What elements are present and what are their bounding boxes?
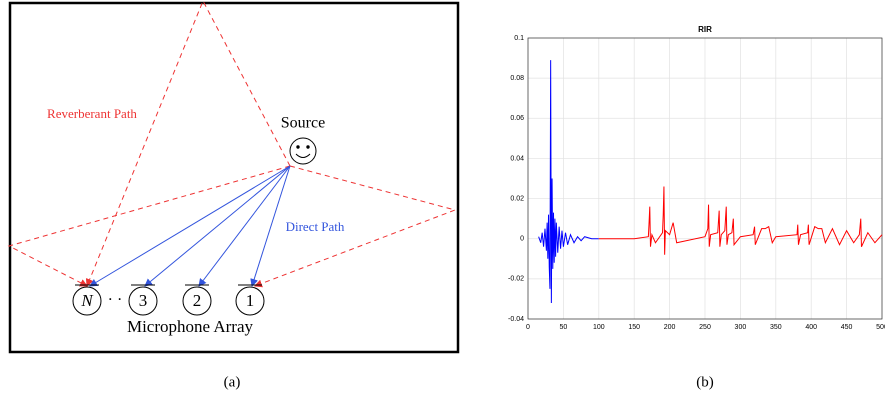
x-tick-label: 400 xyxy=(805,324,817,331)
mic-label: N xyxy=(80,291,94,310)
mic-label: 2 xyxy=(193,291,202,310)
direct-paths xyxy=(89,165,291,287)
plot-frame xyxy=(527,37,883,320)
direct-label: Direct Path xyxy=(286,219,345,234)
y-tick-label: 0 xyxy=(520,236,524,243)
microphones xyxy=(72,284,265,316)
x-tick-label: 100 xyxy=(593,324,605,331)
x-tick-label: 0 xyxy=(526,324,530,331)
x-tick-label: 500 xyxy=(876,324,885,331)
y-tick-label: 0.08 xyxy=(510,75,524,82)
y-tick-label: -0.04 xyxy=(508,316,524,323)
y-tick-label: 0.04 xyxy=(510,155,524,162)
caption: (a) xyxy=(224,374,241,390)
chart-title: RIR xyxy=(698,25,712,34)
diagram: · · N 3 2 1 Reverberant Path Source Dire… xyxy=(7,0,460,390)
x-tick-label: 250 xyxy=(699,324,711,331)
x-tick-label: 450 xyxy=(841,324,853,331)
series-line xyxy=(598,186,883,255)
ellipsis: · · xyxy=(108,292,123,309)
y-tick-label: 0.06 xyxy=(510,115,524,122)
caption: (b) xyxy=(696,374,714,390)
x-tick-label: 50 xyxy=(560,324,568,331)
source-label: Source xyxy=(281,115,325,132)
chart: RIR (b) -0.04 -0.02 0 0.02 0.04 0.06 0.08 0.1 0 5… xyxy=(508,25,885,390)
x-tick-label: 150 xyxy=(628,324,640,331)
x-tick-label: 350 xyxy=(770,324,782,331)
x-tick-label: 300 xyxy=(735,324,747,331)
diagram-frame xyxy=(8,1,460,354)
series-line xyxy=(538,60,599,303)
y-tick-label: 0.02 xyxy=(510,195,524,202)
mic-label: 1 xyxy=(246,291,255,310)
x-tick-label: 200 xyxy=(664,324,676,331)
y-tick-label: -0.02 xyxy=(508,276,524,283)
array-label: Microphone Array xyxy=(127,317,254,336)
mic-label: 3 xyxy=(139,291,148,310)
y-tick-label: 0.1 xyxy=(514,35,524,42)
source-face xyxy=(289,137,317,165)
reverberant-paths xyxy=(7,0,457,288)
reverberant-label: Reverberant Path xyxy=(47,106,137,121)
